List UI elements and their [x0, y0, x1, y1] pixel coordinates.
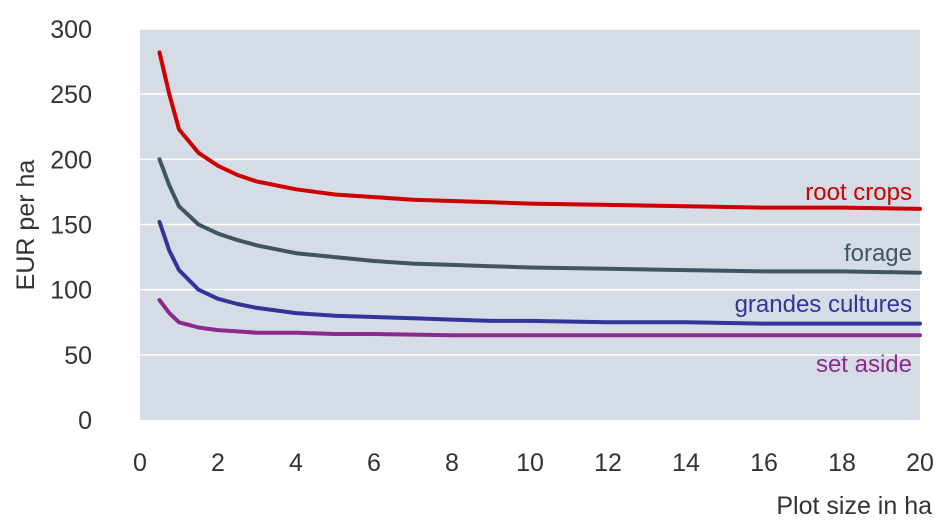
y-tick-label: 50 — [64, 342, 92, 370]
series-line-root-crops — [157, 50, 922, 211]
y-axis-ticks: 0 50 100 150 200 250 300 — [50, 16, 92, 435]
x-tick-label: 16 — [750, 449, 778, 477]
x-tick-label: 4 — [289, 449, 303, 477]
series-line-forage — [157, 157, 922, 275]
series-line-set-aside — [157, 298, 922, 338]
y-tick-label: 300 — [50, 16, 92, 44]
series-lines — [157, 50, 922, 338]
y-tick-label: 250 — [50, 81, 92, 109]
y-tick-label: 0 — [78, 407, 92, 435]
x-tick-label: 0 — [133, 449, 147, 477]
series-label: forage — [844, 240, 912, 267]
x-axis-ticks: 0 2 4 6 8 10 12 14 16 18 20 — [133, 449, 934, 477]
series-label: root crops — [805, 179, 912, 206]
series-line-grandes-cultures — [157, 219, 922, 326]
y-tick-label: 100 — [50, 277, 92, 305]
y-axis-title: EUR per ha — [12, 160, 40, 291]
gridlines — [140, 28, 920, 356]
y-tick-label: 150 — [50, 212, 92, 240]
x-tick-label: 12 — [594, 449, 622, 477]
x-tick-label: 2 — [211, 449, 225, 477]
x-tick-label: 6 — [367, 449, 381, 477]
x-tick-label: 20 — [906, 449, 934, 477]
x-tick-label: 14 — [672, 449, 700, 477]
x-tick-label: 18 — [828, 449, 856, 477]
series-label: grandes cultures — [735, 291, 912, 318]
series-label: set aside — [816, 351, 912, 378]
x-tick-label: 8 — [445, 449, 459, 477]
series-labels: root crops forage grandes cultures set asid… — [735, 179, 912, 378]
x-axis-title: Plot size in ha — [776, 492, 932, 520]
y-tick-label: 200 — [50, 146, 92, 174]
x-tick-label: 10 — [516, 449, 544, 477]
